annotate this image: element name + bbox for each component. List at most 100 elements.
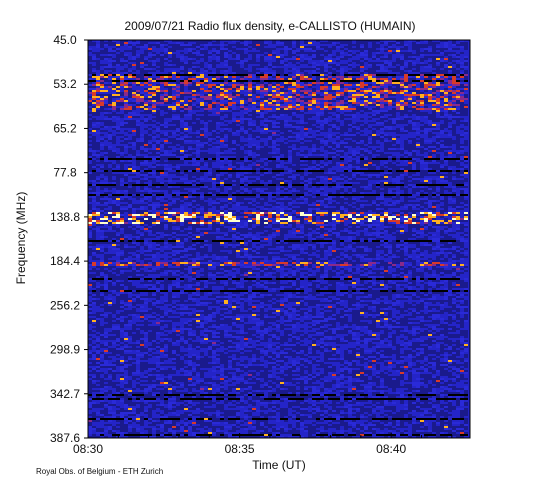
heatmap-cell [168, 132, 172, 134]
heatmap-cell [196, 82, 200, 84]
heatmap-cell [300, 172, 304, 174]
heatmap-cell [392, 142, 396, 144]
heatmap-cell [384, 82, 388, 84]
heatmap-cell [260, 148, 264, 150]
heatmap-cell [240, 46, 244, 48]
heatmap-cell [300, 76, 304, 78]
heatmap-cell [348, 154, 352, 156]
heatmap-cell [400, 64, 404, 66]
heatmap-cell [116, 94, 120, 96]
heatmap-cell [252, 62, 256, 64]
heatmap-cell [228, 174, 232, 176]
heatmap-cell [244, 160, 248, 162]
heatmap-cell [104, 152, 108, 154]
heatmap-cell [152, 136, 156, 138]
heatmap-cell [268, 56, 272, 58]
heatmap-cell [220, 54, 224, 56]
heatmap-cell [124, 84, 128, 86]
heatmap-cell [444, 142, 448, 144]
heatmap-cell [260, 46, 264, 48]
heatmap-cell [268, 128, 272, 130]
heatmap-cell [396, 104, 400, 106]
heatmap-cell [280, 114, 284, 116]
heatmap-cell [416, 188, 420, 190]
heatmap-cell [460, 68, 464, 70]
heatmap-cell [412, 112, 416, 114]
heatmap-cell [144, 172, 148, 174]
heatmap-cell [324, 58, 328, 60]
heatmap-cell [284, 42, 288, 44]
heatmap-cell [316, 106, 320, 108]
heatmap-cell [340, 88, 344, 90]
heatmap-cell [396, 178, 400, 180]
heatmap-cell [124, 82, 128, 84]
heatmap-cell [272, 164, 276, 166]
heatmap-cell [340, 40, 344, 42]
heatmap-cell [356, 48, 360, 50]
heatmap-cell [264, 124, 268, 126]
heatmap-cell [352, 132, 356, 134]
heatmap-cell [364, 154, 368, 156]
heatmap-cell [240, 102, 244, 104]
heatmap-cell [376, 54, 380, 56]
heatmap-cell [356, 74, 360, 76]
heatmap-cell [300, 110, 304, 112]
heatmap-cell [276, 146, 280, 148]
heatmap-cell [212, 134, 216, 136]
heatmap-cell [352, 116, 356, 118]
heatmap-cell [348, 156, 352, 158]
heatmap-cell [112, 184, 116, 186]
heatmap-cell [304, 158, 308, 160]
heatmap-cell [316, 184, 320, 186]
heatmap-cell [332, 74, 336, 76]
heatmap-cell [312, 182, 316, 184]
heatmap-cell [460, 92, 464, 94]
heatmap-cell [320, 82, 324, 84]
heatmap-cell [416, 90, 420, 92]
heatmap-cell [200, 84, 204, 86]
heatmap-cell [376, 110, 380, 112]
heatmap-cell [164, 128, 168, 130]
heatmap-cell [180, 112, 184, 114]
heatmap-cell [324, 184, 328, 186]
heatmap-cell [92, 56, 96, 58]
heatmap-cell [420, 72, 424, 74]
heatmap-cell [180, 88, 184, 90]
heatmap-cell [256, 46, 260, 48]
heatmap-cell [328, 136, 332, 138]
heatmap-cell [344, 84, 348, 86]
heatmap-cell [188, 158, 192, 160]
heatmap-cell [440, 144, 444, 146]
heatmap-cell [296, 50, 300, 52]
heatmap-cell [232, 130, 236, 132]
heatmap-cell [300, 92, 304, 94]
heatmap-cell [164, 46, 168, 48]
heatmap-cell [408, 50, 412, 52]
heatmap-cell [304, 44, 308, 46]
heatmap-cell [372, 82, 376, 84]
heatmap-cell [400, 132, 404, 134]
heatmap-cell [464, 158, 468, 160]
heatmap-cell [448, 170, 452, 172]
heatmap-cell [236, 46, 240, 48]
heatmap-cell [200, 174, 204, 176]
heatmap-cell [272, 188, 276, 190]
heatmap-cell [200, 94, 204, 96]
heatmap-cell [416, 40, 420, 42]
heatmap-cell [288, 72, 292, 74]
heatmap-cell [456, 112, 460, 114]
heatmap-cell [348, 160, 352, 162]
heatmap-cell [412, 54, 416, 56]
heatmap-cell [312, 158, 316, 160]
heatmap-cell [348, 40, 352, 42]
heatmap-cell [312, 166, 316, 168]
heatmap-cell [448, 100, 452, 102]
heatmap-cell [128, 110, 132, 112]
heatmap-cell [304, 132, 308, 134]
heatmap-cell [88, 164, 92, 166]
heatmap-cell [212, 42, 216, 44]
heatmap-cell [308, 108, 312, 110]
heatmap-cell [120, 62, 124, 64]
heatmap-cell [136, 136, 140, 138]
heatmap-cell [296, 56, 300, 58]
